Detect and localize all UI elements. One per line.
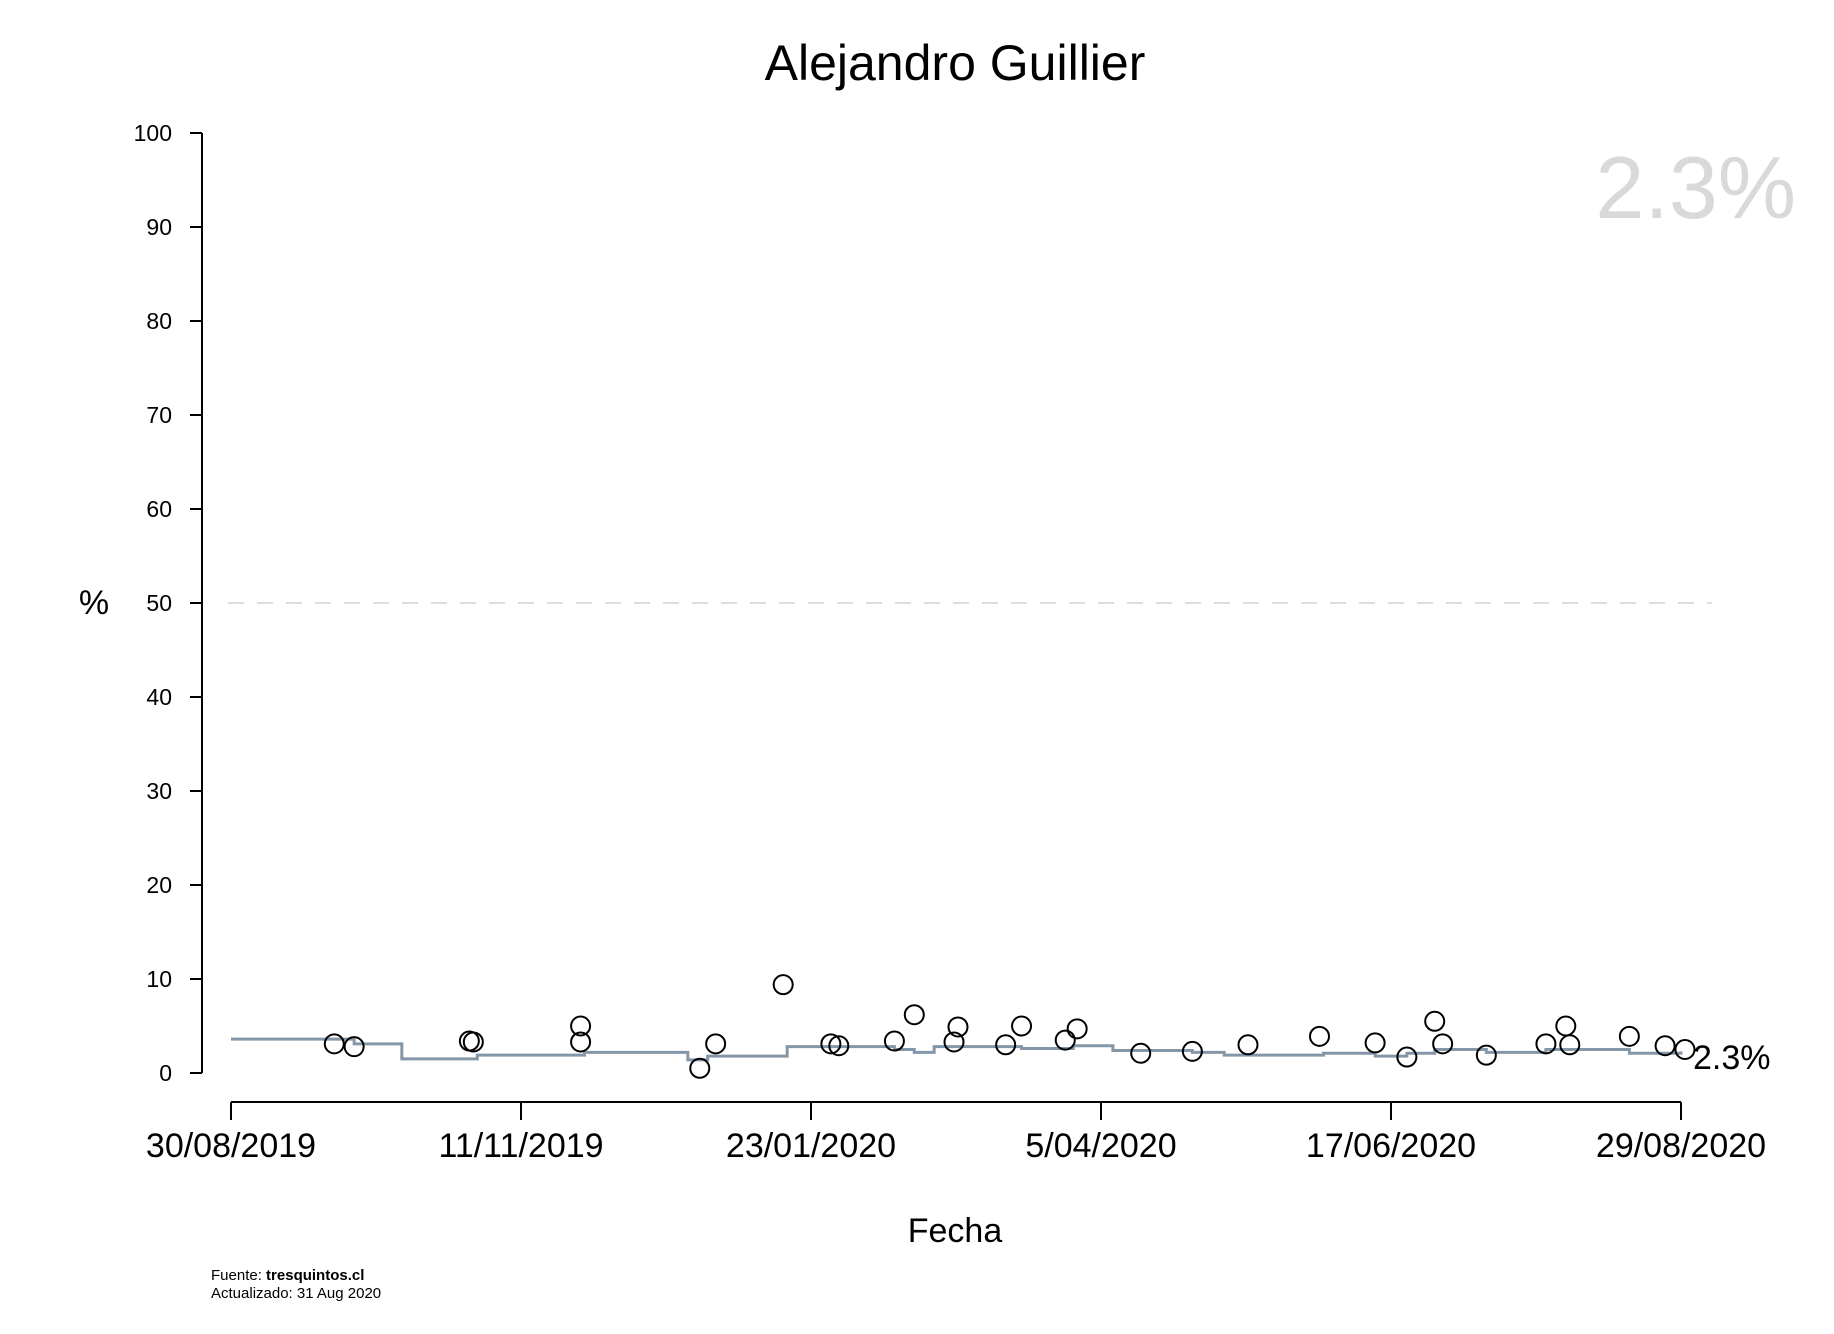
footer-source: Fuente: tresquintos.cl: [211, 1267, 364, 1285]
poll-point: [1618, 1025, 1640, 1047]
poll-point: [1674, 1039, 1696, 1060]
y-tick-label: 20: [146, 872, 172, 898]
y-tick-label: 30: [146, 778, 172, 804]
poll-point: [1364, 1032, 1386, 1054]
footer-updated: Actualizado: 31 Aug 2020: [211, 1285, 382, 1302]
y-tick-label: 50: [146, 590, 172, 616]
x-tick-label: 11/11/2019: [438, 1127, 603, 1165]
x-axis-title: Fecha: [908, 1212, 1003, 1250]
x-tick-label: 30/08/2019: [146, 1127, 316, 1165]
poll-point: [1237, 1034, 1259, 1056]
poll-point: [1130, 1042, 1152, 1064]
poll-point: [1535, 1033, 1557, 1055]
poll-point: [343, 1036, 365, 1058]
x-tick-label: 17/06/2020: [1306, 1127, 1476, 1165]
x-tick-label: 23/01/2020: [726, 1127, 896, 1165]
y-tick-label: 90: [146, 214, 172, 240]
y-tick-label: 10: [146, 966, 172, 992]
y-tick-label: 60: [146, 496, 172, 522]
poll-point: [828, 1035, 850, 1057]
y-tick-label: 100: [134, 120, 172, 146]
footer-source-name: tresquintos.cl: [266, 1267, 365, 1284]
poll-point: [995, 1034, 1017, 1056]
poll-point: [1475, 1044, 1497, 1066]
x-tick-label: 29/08/2020: [1596, 1127, 1766, 1165]
poll-point: [1054, 1029, 1076, 1051]
current-value-watermark: 2.3%: [1595, 138, 1796, 237]
poll-point: [943, 1031, 965, 1053]
poll-point: [1559, 1034, 1581, 1056]
poll-point: [1308, 1025, 1330, 1047]
end-value-label: 2.3%: [1693, 1039, 1771, 1077]
x-tick-label: 5/04/2020: [1025, 1127, 1176, 1165]
poll-point: [1424, 1010, 1446, 1032]
y-tick-label: 80: [146, 308, 172, 334]
poll-point: [820, 1033, 842, 1055]
poll-point: [570, 1015, 592, 1037]
poll-point: [1432, 1033, 1454, 1055]
poll-point: [1181, 1040, 1203, 1062]
poll-point: [772, 974, 794, 996]
poll-point: [323, 1033, 345, 1055]
y-axis-title: %: [79, 584, 109, 622]
poll-point: [1066, 1018, 1088, 1040]
chart-title: Alejandro Guillier: [765, 35, 1146, 91]
poll-point: [462, 1031, 484, 1053]
footer-source-prefix: Fuente:: [211, 1267, 267, 1284]
poll-point: [1396, 1046, 1418, 1068]
poll-point: [1011, 1015, 1033, 1037]
poll-point: [570, 1031, 592, 1053]
poll-point: [705, 1033, 727, 1055]
y-tick-label: 70: [146, 402, 172, 428]
y-tick-label: 40: [146, 684, 172, 710]
y-tick-label: 0: [159, 1060, 172, 1086]
trend-step-line: [231, 1037, 1683, 1062]
poll-point: [903, 1004, 925, 1026]
poll-point: [883, 1030, 905, 1052]
poll-point: [1654, 1035, 1676, 1057]
poll-point: [947, 1016, 969, 1038]
poll-point: [1555, 1015, 1577, 1037]
poll-point: [689, 1057, 711, 1079]
